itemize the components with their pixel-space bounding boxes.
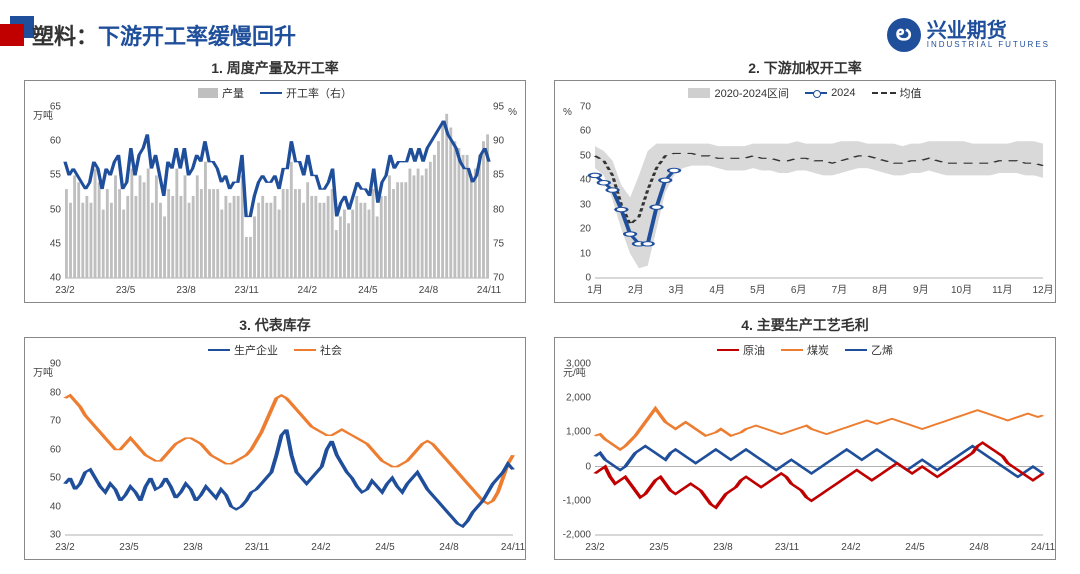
chart2-legend-line: 2024	[831, 87, 855, 99]
chart4-plot: -2,000-1,00001,0002,0003,00023/223/523/8…	[595, 364, 1043, 535]
chart1-legend-bar: 产量	[222, 85, 244, 101]
chart1-legend-line: 开工率（右）	[286, 85, 352, 101]
title-prefix: 塑料：	[32, 24, 98, 49]
chart4-panel: 4. 主要生产工艺毛利 原油 煤炭 乙烯 元/吨 -2,000-1,00001,…	[554, 315, 1056, 560]
chart3-legend: 生产企业 社会	[25, 338, 525, 360]
chart4-legend-c: 乙烯	[871, 342, 893, 358]
chart4-legend-b: 煤炭	[807, 342, 829, 358]
brand-logo: ల 兴业期货 INDUSTRIAL FUTURES	[887, 18, 1050, 52]
chart-grid: 1. 周度产量及开工率 产量 开工率（右） 万吨 % 4045505560657…	[0, 58, 1080, 568]
chart4-legend: 原油 煤炭 乙烯	[555, 338, 1055, 360]
line-swatch-icon	[260, 92, 282, 94]
chart1-legend: 产量 开工率（右）	[25, 81, 525, 103]
chart2-legend: 2020-2024区间 2024 均值	[555, 81, 1055, 103]
brand-logo-cn: 兴业期货	[927, 21, 1050, 41]
chart2-plot: 0102030405060701月2月3月4月5月6月7月8月9月10月11月1…	[595, 107, 1043, 278]
title-marker	[0, 24, 24, 46]
title-block: 塑料：下游开工率缓慢回升	[0, 19, 296, 51]
line-swatch-icon	[294, 349, 316, 351]
chart3-plot: 3040506070809023/223/523/823/1124/224/52…	[65, 364, 513, 535]
chart3: 生产企业 社会 万吨 3040506070809023/223/523/823/…	[24, 337, 526, 560]
title-main: 下游开工率缓慢回升	[98, 24, 296, 49]
chart3-title: 3. 代表库存	[24, 315, 526, 335]
line-swatch-icon	[845, 349, 867, 351]
chart2-panel: 2. 下游加权开工率 2020-2024区间 2024 均值 % 0102030…	[554, 58, 1056, 303]
chart4: 原油 煤炭 乙烯 元/吨 -2,000-1,00001,0002,0003,00…	[554, 337, 1056, 560]
line-swatch-icon	[208, 349, 230, 351]
band-swatch-icon	[688, 88, 710, 98]
marker-line-swatch-icon	[805, 92, 827, 94]
page-title: 塑料：下游开工率缓慢回升	[32, 19, 296, 51]
chart3-legend-a: 生产企业	[234, 342, 278, 358]
chart3-legend-b: 社会	[320, 342, 342, 358]
chart1: 产量 开工率（右） 万吨 % 4045505560657075808590952…	[24, 80, 526, 303]
bar-swatch-icon	[198, 88, 218, 98]
chart2: 2020-2024区间 2024 均值 % 0102030405060701月2…	[554, 80, 1056, 303]
chart3-panel: 3. 代表库存 生产企业 社会 万吨 3040506070809023/223/…	[24, 315, 526, 560]
chart1-panel: 1. 周度产量及开工率 产量 开工率（右） 万吨 % 4045505560657…	[24, 58, 526, 303]
brand-logo-en: INDUSTRIAL FUTURES	[927, 41, 1050, 49]
header: 塑料：下游开工率缓慢回升 ల 兴业期货 INDUSTRIAL FUTURES	[0, 0, 1080, 58]
line-swatch-icon	[781, 349, 803, 351]
dash-swatch-icon	[872, 92, 896, 94]
brand-logo-mark: ల	[887, 18, 921, 52]
line-swatch-icon	[717, 349, 739, 351]
chart2-legend-dash: 均值	[900, 85, 922, 101]
chart1-plot: 40455055606570758085909523/223/523/823/1…	[65, 107, 489, 278]
chart4-legend-a: 原油	[743, 342, 765, 358]
chart4-title: 4. 主要生产工艺毛利	[554, 315, 1056, 335]
chart2-legend-band: 2020-2024区间	[714, 85, 789, 101]
chart2-title: 2. 下游加权开工率	[554, 58, 1056, 78]
chart1-title: 1. 周度产量及开工率	[24, 58, 526, 78]
